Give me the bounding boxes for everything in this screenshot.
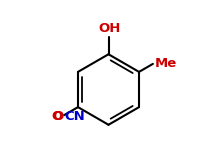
Text: CN: CN (64, 110, 85, 123)
Text: Me: Me (155, 57, 177, 70)
Text: O: O (52, 110, 63, 123)
Text: OH: OH (98, 22, 120, 35)
Text: OCN: OCN (31, 110, 63, 123)
Text: O: O (52, 110, 63, 123)
